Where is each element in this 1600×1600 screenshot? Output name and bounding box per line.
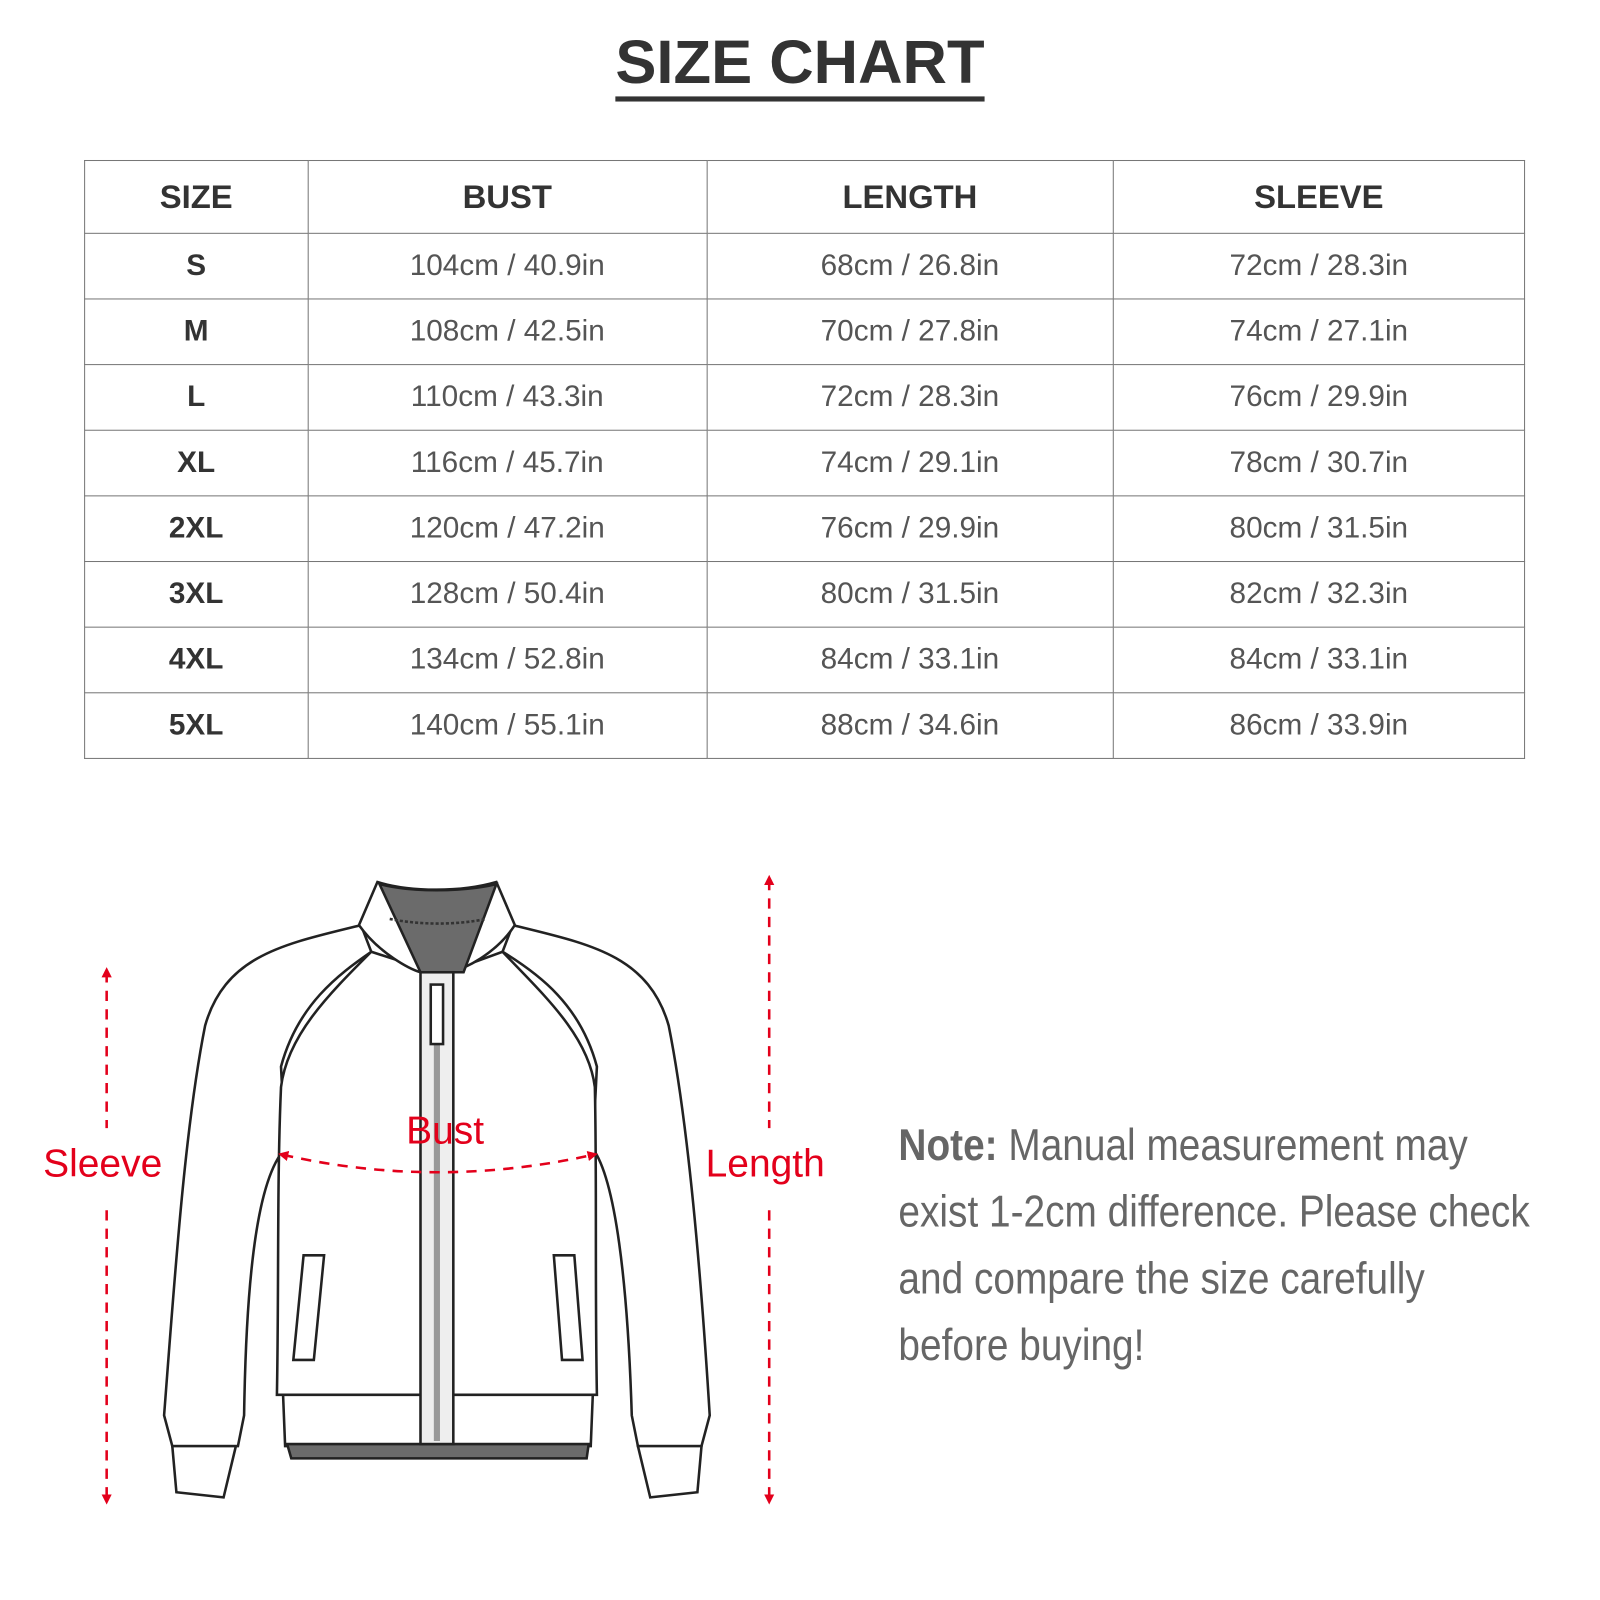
measurement-cell: 116cm / 45.7in	[307, 429, 708, 497]
note-text: Note: Manual measurement may exist 1-2cm…	[898, 1120, 1530, 1371]
size-cell: XL	[84, 429, 309, 497]
measurement-cell: 70cm / 27.8in	[706, 298, 1114, 366]
note-label: Note:	[898, 1120, 998, 1171]
size-cell: 4XL	[84, 626, 309, 694]
size-table: SIZE BUST LENGTH SLEEVE S 104cm / 40.9in 68cm…	[84, 159, 1526, 759]
measurement-cell: 86cm / 33.9in	[1112, 692, 1526, 759]
table-row: 4XL 134cm / 52.8in 84cm / 33.1in 84cm / 33.…	[84, 626, 1526, 694]
measurement-cell: 128cm / 50.4in	[307, 561, 708, 628]
measurement-cell: 84cm / 33.1in	[1112, 626, 1526, 694]
length-label: Length	[705, 1142, 825, 1186]
page-title: SIZE CHART	[0, 28, 1600, 102]
measurement-cell: 120cm / 47.2in	[307, 495, 708, 563]
measurement-cell: 74cm / 29.1in	[706, 429, 1114, 497]
table-row: S 104cm / 40.9in 68cm / 26.8in 72cm / 28.3i…	[84, 232, 1526, 300]
sleeve-label: Sleeve	[43, 1142, 163, 1186]
measurement-cell: 110cm / 43.3in	[307, 364, 708, 431]
measurement-cell: 76cm / 29.9in	[1112, 364, 1526, 431]
column-header: SIZE	[84, 159, 309, 234]
measurement-cell: 80cm / 31.5in	[1112, 495, 1526, 563]
size-cell: L	[84, 364, 309, 431]
measurement-cell: 80cm / 31.5in	[706, 561, 1114, 628]
column-header: LENGTH	[706, 159, 1114, 234]
measurement-cell: 108cm / 42.5in	[307, 298, 708, 366]
table-row: 5XL 140cm / 55.1in 88cm / 34.6in 86cm / 33.…	[84, 692, 1526, 759]
size-cell: 5XL	[84, 692, 309, 759]
measurement-cell: 68cm / 26.8in	[706, 232, 1114, 300]
table-row: 2XL 120cm / 47.2in 76cm / 29.9in 80cm / 31.…	[84, 495, 1526, 563]
measurement-cell: 72cm / 28.3in	[1112, 232, 1526, 300]
size-cell: M	[84, 298, 309, 366]
measurement-cell: 88cm / 34.6in	[706, 692, 1114, 759]
table-row: L 110cm / 43.3in 72cm / 28.3in 76cm / 29.9i…	[84, 364, 1526, 431]
size-cell: S	[84, 232, 309, 300]
measurement-cell: 140cm / 55.1in	[307, 692, 708, 759]
measurement-cell: 76cm / 29.9in	[706, 495, 1114, 563]
measurement-cell: 134cm / 52.8in	[307, 626, 708, 694]
bust-label: Bust	[406, 1109, 485, 1153]
measurement-cell: 72cm / 28.3in	[706, 364, 1114, 431]
measurement-cell: 104cm / 40.9in	[307, 232, 708, 300]
measurement-cell: 84cm / 33.1in	[706, 626, 1114, 694]
